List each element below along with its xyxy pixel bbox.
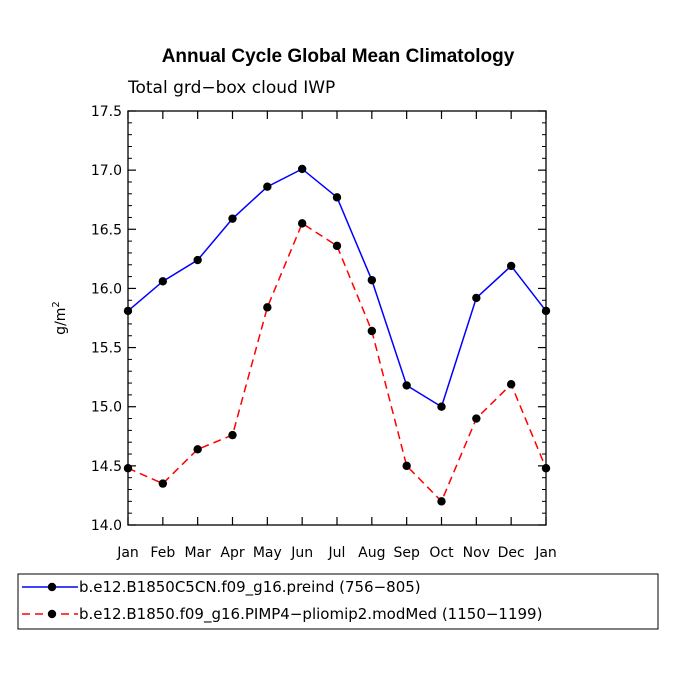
series-1-point xyxy=(158,479,168,488)
plot-frame xyxy=(127,110,547,526)
x-tick-labels: Jan Feb Mar Apr May Jun Jul Aug Sep Oct Nov Dec Jan xyxy=(116,545,557,561)
series-1-point xyxy=(367,326,377,336)
y-tick-label: 15.0 xyxy=(91,400,122,416)
y-tick-label: 14.5 xyxy=(91,459,122,475)
x-tick-label: Apr xyxy=(220,545,244,561)
x-tick-label: Jun xyxy=(290,545,313,561)
series-0-point xyxy=(402,381,411,390)
y-tick-label: 16.5 xyxy=(91,222,122,238)
y-tick-label: 15.5 xyxy=(91,341,122,357)
series-0-point xyxy=(297,164,307,174)
legend-marker-1 xyxy=(47,609,57,619)
series-1-point xyxy=(263,303,272,312)
y-tick-label: 17.0 xyxy=(91,163,122,179)
series-1-point xyxy=(193,445,202,454)
x-tick-label: Oct xyxy=(429,545,454,561)
x-tick-label: Feb xyxy=(150,545,175,561)
chart-title: Annual Cycle Global Mean Climatology xyxy=(162,46,515,67)
legend-label-1: b.e12.B1850.f09_g16.PIMP4−pliomip2.modMe… xyxy=(79,605,542,624)
series-1-point xyxy=(437,497,446,506)
y-axis-label: g/m2 xyxy=(51,301,69,335)
y-tick-labels: 14.0 14.5 15.0 15.5 16.0 16.5 17.0 17.5 xyxy=(91,104,122,534)
series-0-point xyxy=(263,182,272,191)
series-1-point xyxy=(332,241,342,251)
y-tick-label: 17.5 xyxy=(91,104,122,120)
y-tick-label: 14.0 xyxy=(91,518,122,534)
x-tick-label: Mar xyxy=(184,545,211,561)
series-0-point xyxy=(193,255,202,265)
legend-box xyxy=(17,573,659,630)
legend-marker-0 xyxy=(47,582,57,592)
series-line-0 xyxy=(127,168,547,408)
y-tick-label: 16.0 xyxy=(91,281,122,297)
x-tick-label: Aug xyxy=(358,545,385,561)
x-tick-label: Jul xyxy=(328,545,346,561)
series-0-point xyxy=(506,261,516,271)
series-0-point xyxy=(541,306,551,316)
series-0-point xyxy=(332,193,342,202)
series-1-point xyxy=(541,464,551,473)
series-1-point xyxy=(297,219,307,228)
legend-items: b.e12.B1850C5CN.f09_g16.preind (756−805)… xyxy=(22,578,542,624)
series-0-point xyxy=(367,275,377,285)
x-tick-label: Jan xyxy=(534,545,557,561)
series-1-point xyxy=(123,464,133,473)
minor-ticks xyxy=(128,122,546,514)
x-tick-label: Nov xyxy=(463,545,490,561)
series-0-point xyxy=(228,214,237,223)
x-tick-label: Jan xyxy=(116,545,139,561)
series-0-point xyxy=(472,293,481,303)
series-1-point xyxy=(472,414,481,423)
series-0-point xyxy=(158,277,168,286)
legend: b.e12.B1850C5CN.f09_g16.preind (756−805)… xyxy=(17,573,659,630)
chart-subtitle: Total grd−box cloud IWP xyxy=(127,78,335,98)
series-1-point xyxy=(506,380,516,389)
series-group xyxy=(123,164,551,506)
legend-label-0: b.e12.B1850C5CN.f09_g16.preind (756−805) xyxy=(79,578,421,597)
x-tick-label: May xyxy=(253,545,282,561)
series-1-point xyxy=(228,430,237,440)
series-1-point xyxy=(402,461,411,471)
series-0-point xyxy=(123,306,133,316)
x-tick-label: Dec xyxy=(498,545,525,561)
x-tick-label: Sep xyxy=(393,545,420,561)
series-0-point xyxy=(437,402,446,411)
major-ticks xyxy=(127,110,547,526)
